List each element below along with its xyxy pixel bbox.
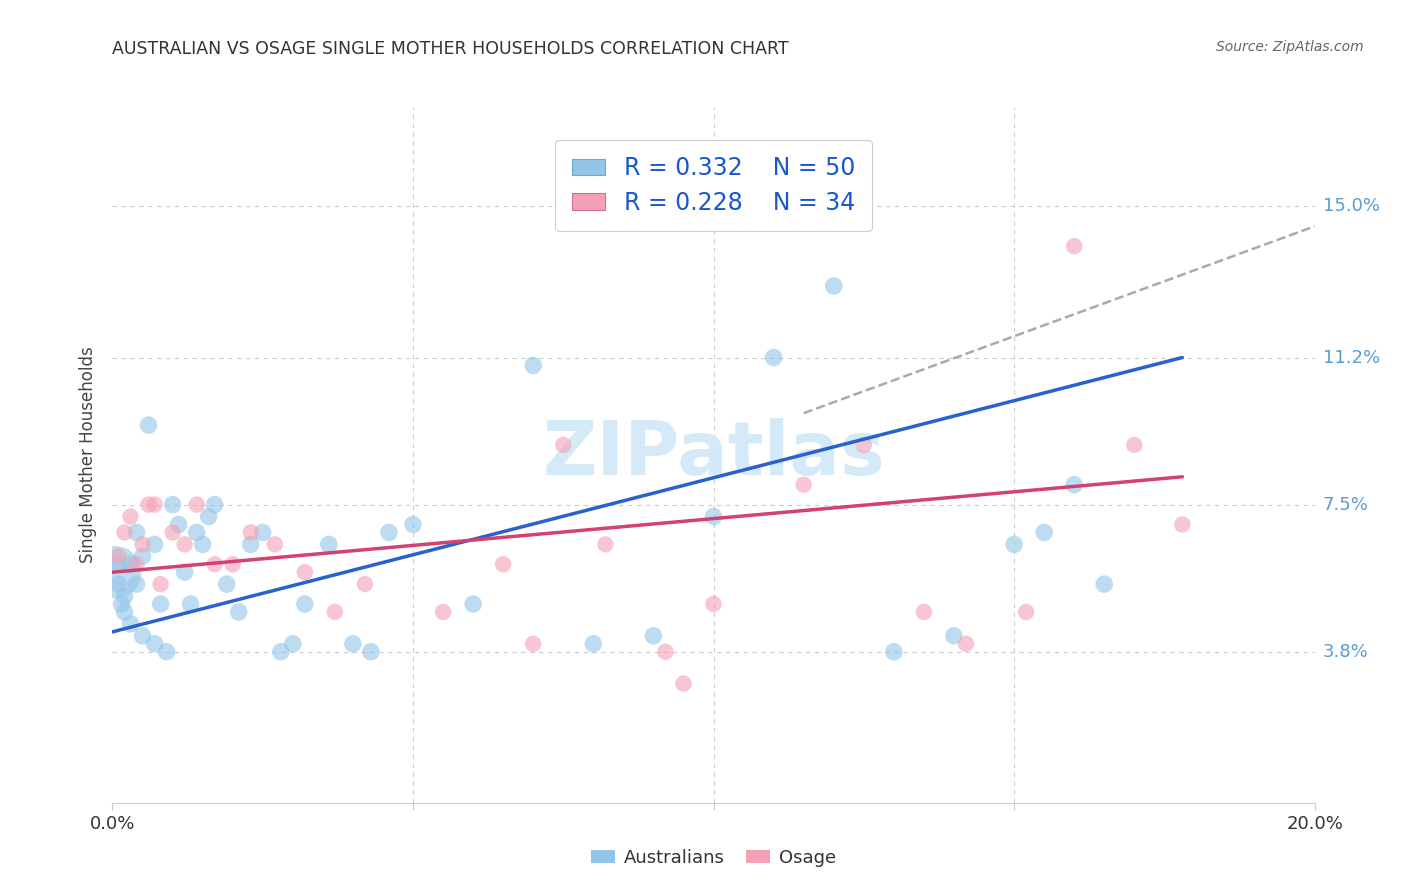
Point (522, 637, 544, 651)
Point (492, 558, 515, 572)
Point (912, 605, 935, 619)
Point (186, 525, 208, 540)
Point (762, 351, 785, 365)
Point (281, 637, 304, 651)
Point (138, 418, 160, 433)
Point (204, 498, 226, 512)
Point (114, 525, 136, 540)
Point (522, 359, 544, 373)
Point (354, 577, 377, 591)
Point (222, 558, 245, 572)
Point (143, 537, 166, 551)
Point (197, 509, 219, 524)
Point (155, 645, 177, 659)
Point (1002, 537, 1025, 551)
Point (793, 477, 815, 491)
Point (823, 279, 845, 293)
Text: AUSTRALIAN VS OSAGE SINGLE MOTHER HOUSEHOLDS CORRELATION CHART: AUSTRALIAN VS OSAGE SINGLE MOTHER HOUSEH… (112, 40, 789, 58)
Text: 7.5%: 7.5% (1323, 496, 1369, 514)
Point (162, 498, 184, 512)
Point (120, 509, 142, 524)
Point (204, 558, 226, 572)
Point (191, 537, 214, 551)
Point (107, 558, 129, 572)
Point (143, 498, 166, 512)
Point (702, 509, 725, 524)
Point (173, 565, 195, 579)
Point (173, 537, 195, 551)
Point (702, 597, 725, 611)
Point (955, 637, 977, 651)
Point (378, 525, 401, 540)
Point (125, 577, 148, 591)
Point (432, 605, 454, 619)
Point (104, 565, 127, 579)
Point (149, 597, 172, 611)
Point (1123, 438, 1146, 452)
Point (270, 645, 292, 659)
Point (672, 676, 695, 690)
Point (595, 537, 617, 551)
Point (162, 525, 184, 540)
Point (643, 629, 665, 643)
Point (342, 637, 364, 651)
Point (360, 645, 382, 659)
Point (263, 537, 285, 551)
Point (125, 525, 148, 540)
Point (1063, 477, 1085, 491)
Text: 3.8%: 3.8% (1323, 643, 1368, 661)
Point (215, 577, 238, 591)
Point (107, 549, 129, 564)
Point (852, 438, 875, 452)
Point (143, 637, 166, 651)
Point (239, 525, 262, 540)
Point (1092, 577, 1115, 591)
Point (186, 498, 208, 512)
Point (318, 537, 340, 551)
Point (582, 637, 605, 651)
Point (131, 537, 153, 551)
Point (294, 597, 316, 611)
Text: 11.2%: 11.2% (1323, 349, 1381, 367)
Legend: Australians, Osage: Australians, Osage (583, 841, 844, 874)
Point (125, 558, 148, 572)
Point (180, 597, 202, 611)
Point (1063, 239, 1085, 253)
Point (114, 589, 136, 603)
Point (883, 645, 905, 659)
Text: 15.0%: 15.0% (1323, 197, 1379, 216)
Point (120, 616, 142, 631)
Point (239, 537, 262, 551)
Point (114, 605, 136, 619)
Point (120, 558, 142, 572)
Text: ZIPatlas: ZIPatlas (543, 418, 884, 491)
Point (1171, 517, 1194, 532)
Point (1015, 605, 1038, 619)
Point (553, 438, 575, 452)
Point (138, 498, 160, 512)
Point (131, 629, 153, 643)
Point (323, 605, 346, 619)
Point (1033, 525, 1056, 540)
Point (461, 597, 484, 611)
Point (654, 645, 676, 659)
Point (131, 549, 153, 564)
Point (294, 565, 316, 579)
Point (107, 577, 129, 591)
Point (252, 525, 274, 540)
Point (402, 517, 425, 532)
Point (110, 597, 132, 611)
Point (942, 629, 965, 643)
Point (228, 605, 250, 619)
Point (167, 517, 190, 532)
Y-axis label: Single Mother Households: Single Mother Households (79, 347, 97, 563)
Text: Source: ZipAtlas.com: Source: ZipAtlas.com (1216, 40, 1364, 54)
Point (149, 577, 172, 591)
